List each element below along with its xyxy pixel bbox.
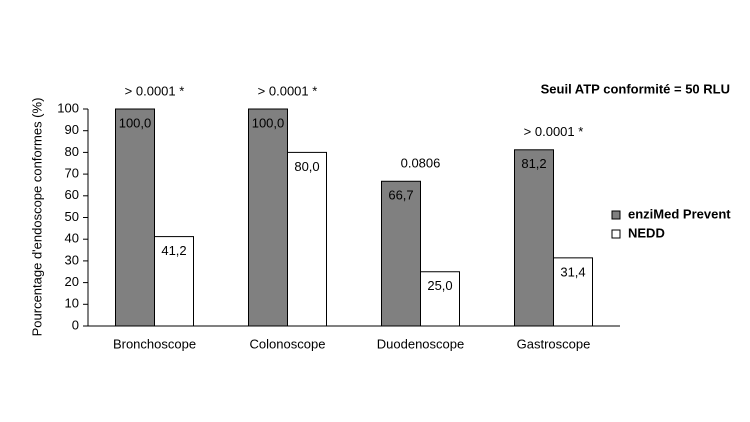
bar — [514, 149, 554, 327]
bar — [154, 236, 194, 327]
y-tick-label: 100 — [57, 100, 79, 115]
y-tick-label: 90 — [65, 122, 79, 137]
x-tick-label: Bronchoscope — [113, 336, 196, 351]
value-label: 100,0 — [119, 115, 152, 130]
value-label: 81,2 — [521, 156, 546, 171]
y-tick-label: 30 — [65, 252, 79, 267]
value-label: 25,0 — [427, 278, 452, 293]
legend-label: enziMed Prevent — [628, 206, 731, 221]
x-tick-label: Duodenoscope — [377, 336, 464, 351]
y-tick-label: 70 — [65, 166, 79, 181]
y-tick-label: 10 — [65, 296, 79, 311]
value-label: 100,0 — [252, 115, 285, 130]
legend-swatch — [611, 210, 621, 220]
legend-swatch — [611, 229, 621, 239]
bar — [420, 271, 460, 327]
y-tick-label: 20 — [65, 274, 79, 289]
bar — [381, 180, 421, 327]
value-label: 66,7 — [388, 188, 413, 203]
annotation: > 0.0001 * — [258, 83, 318, 98]
bar — [287, 151, 327, 327]
note: Seuil ATP conformité = 50 RLU — [541, 81, 730, 96]
bar — [115, 108, 155, 327]
value-label: 41,2 — [161, 243, 186, 258]
x-tick-label: Gastroscope — [517, 336, 591, 351]
y-axis-label: Pourcentage d'endoscope conformes (%) — [29, 98, 44, 337]
y-tick-label: 80 — [65, 144, 79, 159]
y-tick-label: 0 — [72, 317, 79, 332]
value-label: 80,0 — [294, 159, 319, 174]
annotation: 0.0806 — [401, 156, 441, 171]
y-tick-label: 50 — [65, 209, 79, 224]
value-label: 31,4 — [560, 264, 585, 279]
y-tick-label: 40 — [65, 231, 79, 246]
legend-label: NEDD — [628, 225, 665, 240]
y-tick-label: 60 — [65, 187, 79, 202]
x-tick-label: Colonoscope — [250, 336, 326, 351]
annotation: > 0.0001 * — [125, 83, 185, 98]
annotation: > 0.0001 * — [524, 124, 584, 139]
bar — [248, 108, 288, 327]
